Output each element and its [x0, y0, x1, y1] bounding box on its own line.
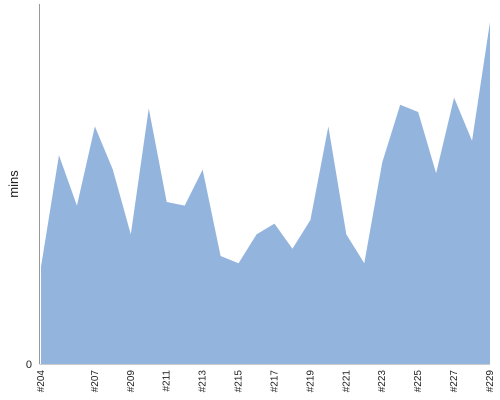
y-axis-label: mins: [6, 170, 21, 198]
x-tick-label: #221: [341, 370, 352, 393]
x-tick-label: #227: [449, 370, 460, 393]
axes: [39, 4, 490, 365]
x-tick-label: #225: [413, 370, 424, 393]
area-series: [41, 22, 490, 364]
x-tick-label: #207: [90, 370, 101, 393]
y-tick-label-0: 0: [26, 359, 32, 371]
x-tick-label: #219: [305, 370, 316, 393]
x-tick-label: #217: [270, 370, 281, 393]
x-tick-label: #215: [234, 370, 245, 393]
x-tick-label: #223: [377, 370, 388, 393]
x-tick-label: #209: [126, 370, 137, 393]
x-tick-label: #204: [36, 370, 47, 393]
x-tick-label: #213: [198, 370, 209, 393]
plot-area: [41, 22, 490, 364]
x-tick-label: #229: [485, 370, 496, 393]
x-tick-label: #211: [162, 370, 173, 392]
x-axis-ticks: #204 #207 #209 #211 #213 #215 #217 #219 #221 #223…: [36, 370, 496, 393]
